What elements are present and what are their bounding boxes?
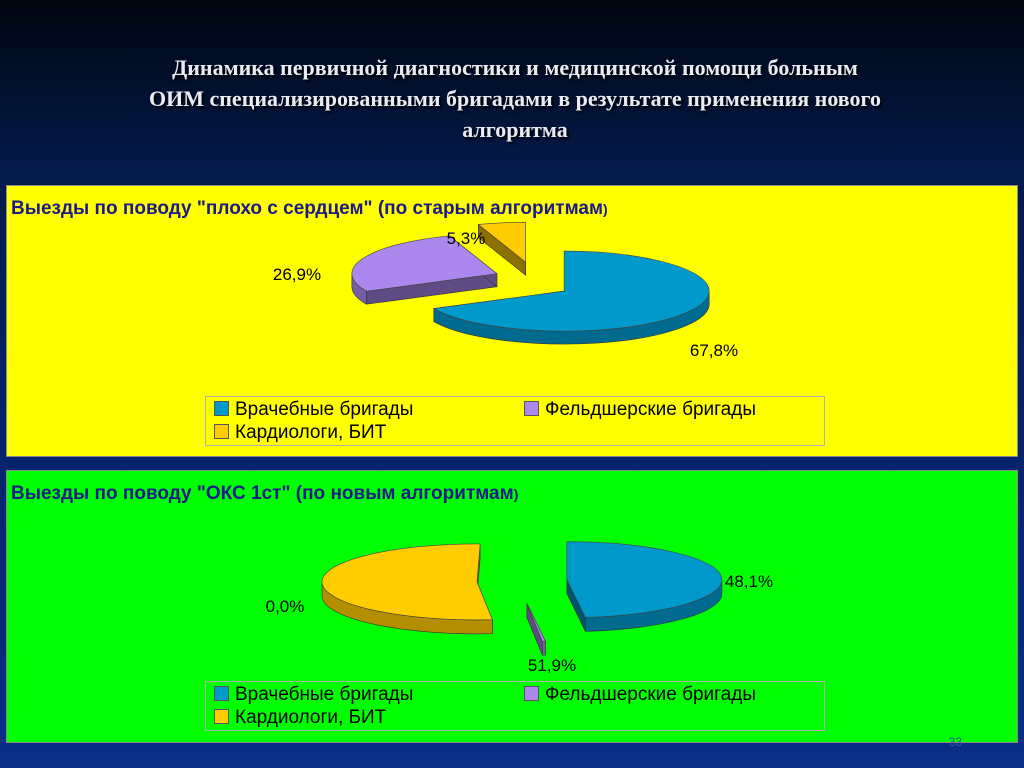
pie-chart-new: 48,1% 0,0% 51,9%: [266, 541, 773, 675]
pie-slice: [566, 541, 723, 632]
chart-title-paren: ): [603, 201, 608, 217]
legend-swatch-cardio: [214, 424, 229, 439]
slide-title-line: алгоритма: [462, 117, 568, 142]
legend-swatch-doctor: [214, 686, 229, 701]
chart-legend: Врачебные бригады Фельдшерские бригады К…: [205, 681, 825, 731]
slide-title-line: ОИМ специализированными бригадами в резу…: [149, 86, 881, 111]
legend-label: Кардиологи, БИТ: [235, 422, 387, 443]
legend-label: Кардиологи, БИТ: [235, 707, 387, 728]
legend-label: Врачебные бригады: [235, 684, 414, 705]
pie-slice: [432, 250, 710, 345]
slide-title: Динамика первичной диагностики и медицин…: [100, 52, 930, 145]
pie-data-label: 5,3%: [447, 229, 486, 248]
chart-title: Выезды по поводу "ОКС 1ст" (по новым алг…: [11, 483, 518, 505]
pie-chart-old: 67,8% 26,9% 5,3%: [273, 221, 738, 360]
chart-title-paren: ): [513, 486, 519, 502]
legend-item-feldsher: Фельдшерские бригады: [524, 684, 756, 706]
pie-data-label: 26,9%: [273, 265, 321, 284]
legend-label: Фельдшерские бригады: [545, 399, 756, 420]
pie-data-label: 67,8%: [690, 341, 738, 360]
legend-item-cardio: Кардиологи, БИТ: [214, 707, 386, 729]
page-number: 33: [948, 735, 962, 749]
legend-swatch-feldsher: [524, 401, 539, 416]
pie-slice: [477, 221, 527, 276]
legend-item-doctor: Врачебные бригады: [214, 684, 413, 706]
chart-panel-old-algorithms: Выезды по поводу "плохо с сердцем" (по с…: [6, 185, 1018, 457]
legend-label: Фельдшерские бригады: [545, 684, 756, 705]
slide-title-line: Динамика первичной диагностики и медицин…: [172, 55, 858, 80]
chart-title-text: Выезды по поводу "плохо с сердцем" (по с…: [11, 198, 604, 219]
legend-item-doctor: Врачебные бригады: [214, 399, 413, 421]
legend-swatch-feldsher: [524, 686, 539, 701]
legend-swatch-doctor: [214, 401, 229, 416]
pie-data-label: 48,1%: [725, 572, 773, 591]
chart-title-text: Выезды по поводу "ОКС 1ст" (по новым алг…: [11, 483, 514, 504]
pie-slice: [351, 235, 498, 305]
pie-data-label: 51,9%: [528, 656, 576, 675]
pie-slice: [321, 543, 493, 635]
legend-swatch-cardio: [214, 709, 229, 724]
pie-data-label: 0,0%: [266, 597, 305, 616]
chart-legend: Врачебные бригады Фельдшерские бригады К…: [205, 396, 825, 446]
pie-slice: [526, 603, 546, 656]
chart-panel-new-algorithms: Выезды по поводу "ОКС 1ст" (по новым алг…: [6, 470, 1018, 743]
chart-title: Выезды по поводу "плохо с сердцем" (по с…: [11, 198, 608, 220]
legend-item-cardio: Кардиологи, БИТ: [214, 422, 386, 444]
legend-label: Врачебные бригады: [235, 399, 414, 420]
legend-item-feldsher: Фельдшерские бригады: [524, 399, 756, 421]
